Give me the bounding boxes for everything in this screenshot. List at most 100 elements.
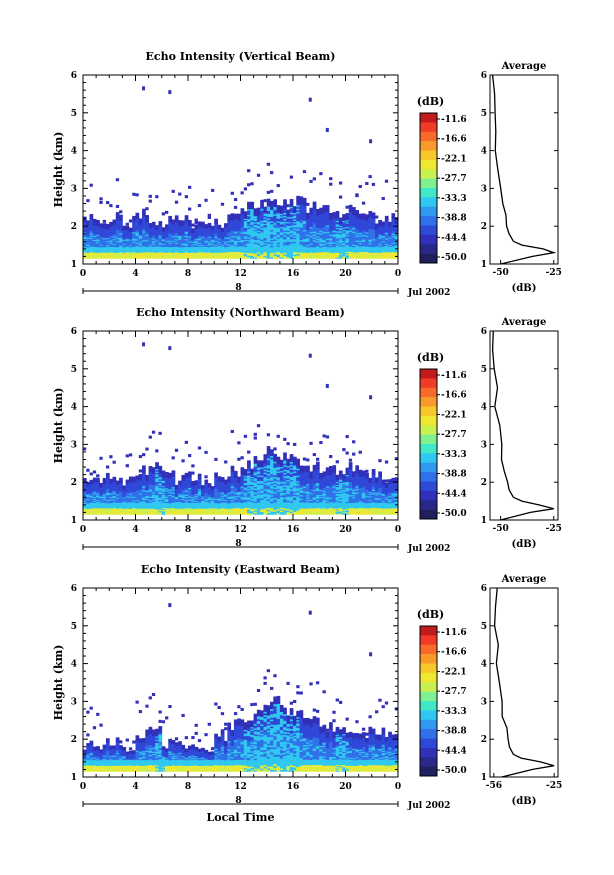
- heatmap-cell: [125, 234, 130, 237]
- heatmap-cell: [270, 189, 274, 193]
- heatmap-cell: [83, 487, 87, 490]
- heatmap-cell: [293, 253, 297, 255]
- heatmap-cell: [273, 206, 277, 209]
- heatmap-cell: [214, 219, 218, 222]
- heatmap-cell: [204, 237, 209, 240]
- heatmap-cell: [220, 237, 225, 239]
- heatmap-cell: [276, 221, 281, 223]
- heatmap-cell: [86, 236, 90, 238]
- heatmap-cell: [122, 248, 127, 250]
- heatmap-cell: [132, 499, 136, 501]
- heatmap-cell: [293, 212, 297, 215]
- heatmap-cell: [138, 231, 143, 233]
- heatmap-cell: [342, 219, 346, 222]
- heatmap-cell: [191, 236, 195, 238]
- heatmap-cell: [368, 228, 373, 231]
- heatmap-cell: [296, 242, 300, 245]
- y-tick-label: 5: [71, 109, 77, 119]
- heatmap-cell: [135, 501, 140, 504]
- heatmap-cell: [384, 222, 389, 224]
- heatmap-cell: [128, 239, 133, 242]
- heatmap-cell: [92, 506, 97, 509]
- heatmap-cell: [348, 214, 353, 216]
- heatmap-cell: [283, 228, 287, 231]
- heatmap-cell: [289, 200, 294, 203]
- heatmap-cell: [119, 246, 123, 248]
- heatmap-cell: [115, 237, 120, 240]
- heatmap-cell: [132, 248, 136, 251]
- heatmap-cell: [253, 214, 258, 217]
- heatmap-cell: [329, 228, 333, 231]
- heatmap-cell: [188, 238, 192, 240]
- heatmap-cell: [132, 237, 136, 239]
- heatmap-cell: [151, 489, 156, 492]
- heatmap-cell: [207, 234, 212, 236]
- heatmap-cell: [86, 485, 90, 487]
- heatmap-cell: [102, 485, 107, 487]
- heatmap-cell: [135, 249, 140, 251]
- heatmap-cell: [171, 228, 176, 230]
- heatmap-cell: [86, 492, 90, 494]
- heatmap-cell: [204, 241, 209, 243]
- heatmap-cell: [214, 244, 218, 246]
- heatmap-cell: [315, 249, 320, 252]
- heatmap-cell: [99, 513, 104, 515]
- heatmap-cell: [115, 486, 120, 488]
- colorbar-segment: [420, 169, 437, 179]
- heatmap-cell: [237, 221, 241, 223]
- heatmap-cell: [329, 226, 333, 229]
- heatmap-cell: [155, 250, 159, 253]
- heatmap-cell: [293, 227, 297, 229]
- heatmap-cell: [227, 250, 232, 253]
- heatmap-cell: [358, 247, 363, 249]
- heatmap-cell: [375, 240, 379, 242]
- heatmap-cell: [184, 195, 188, 199]
- heatmap-cell: [224, 233, 228, 235]
- heatmap-cell: [230, 220, 235, 222]
- heatmap-cell: [342, 252, 346, 255]
- heatmap-cell: [388, 256, 392, 258]
- heatmap-cell: [220, 249, 225, 251]
- heatmap-cell: [151, 227, 156, 229]
- heatmap-cell: [112, 505, 117, 508]
- heatmap-cell: [286, 232, 291, 235]
- heatmap-cell: [191, 254, 195, 256]
- heatmap-cell: [286, 226, 291, 229]
- heatmap-cell: [332, 237, 337, 240]
- heatmap-cell: [273, 212, 277, 215]
- heatmap-cell: [322, 245, 327, 247]
- heatmap-cell: [237, 240, 241, 242]
- heatmap-cell: [368, 254, 373, 257]
- heatmap-cell: [165, 247, 169, 249]
- heatmap-cell: [250, 227, 255, 230]
- heatmap-cell: [358, 229, 363, 231]
- heatmap-cell: [125, 251, 130, 254]
- heatmap-cell: [102, 504, 107, 506]
- heatmap-cell: [260, 249, 264, 252]
- heatmap-cell: [342, 230, 346, 233]
- heatmap-cell: [319, 220, 323, 223]
- heatmap-cell: [112, 242, 117, 245]
- heatmap-cell: [161, 241, 166, 243]
- heatmap-cell: [227, 238, 232, 241]
- heatmap-cell: [352, 212, 356, 214]
- heatmap-cell: [132, 498, 136, 500]
- heatmap-cell: [151, 241, 156, 244]
- heatmap-cell: [371, 256, 376, 258]
- heatmap-cell: [302, 231, 307, 234]
- heatmap-cell: [210, 257, 215, 259]
- heatmap-cell: [135, 215, 140, 217]
- heatmap-cell: [266, 190, 271, 194]
- heatmap-cell: [306, 215, 310, 217]
- heatmap-cell: [168, 225, 172, 227]
- heatmap-cell: [102, 256, 107, 258]
- heatmap-cell: [125, 490, 130, 492]
- heatmap-cell: [148, 482, 153, 485]
- heatmap-cell: [217, 234, 222, 237]
- heatmap-cell: [142, 493, 146, 496]
- heatmap-cell: [128, 496, 133, 498]
- heatmap-cell: [270, 203, 274, 206]
- heatmap-cell: [217, 232, 222, 234]
- heatmap-cell: [391, 254, 396, 257]
- heatmap-cell: [361, 213, 366, 215]
